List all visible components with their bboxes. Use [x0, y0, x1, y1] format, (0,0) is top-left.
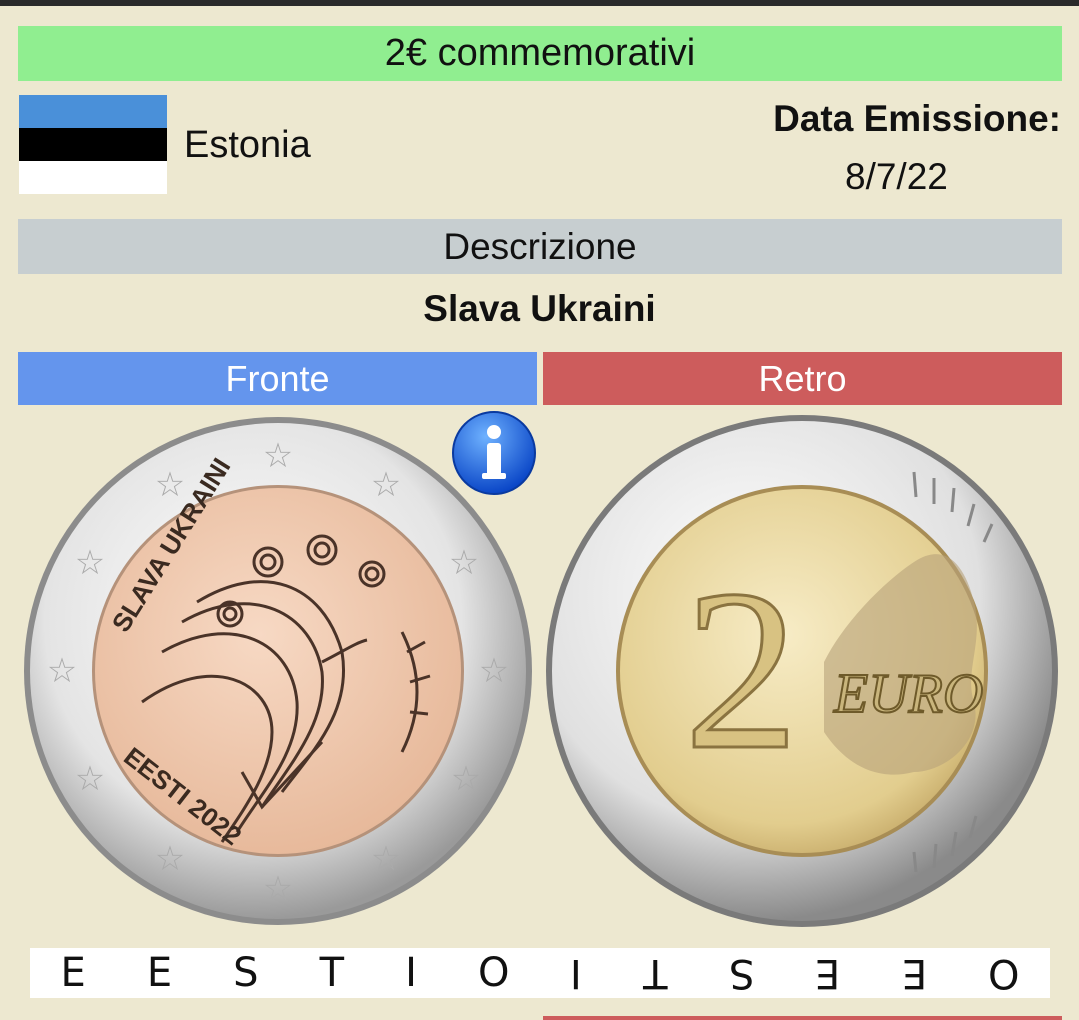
edge-letter: E — [815, 950, 841, 996]
back-value: 2 — [684, 542, 799, 797]
svg-text:☆: ☆ — [47, 652, 77, 690]
estonia-flag-icon — [19, 95, 167, 194]
issue-date-value: 8/7/22 — [845, 156, 948, 197]
svg-text:☆: ☆ — [371, 840, 401, 878]
edge-letter: O — [987, 950, 1020, 996]
svg-text:☆: ☆ — [479, 652, 509, 690]
svg-text:☆: ☆ — [75, 544, 105, 582]
svg-text:☆: ☆ — [155, 466, 185, 504]
svg-text:☆: ☆ — [155, 840, 185, 878]
front-coin-image[interactable]: ☆ ☆ ☆ ☆ ☆ ☆ ☆ ☆ ☆ ☆ ☆ ☆ SLAVA UKRAINI EE… — [22, 412, 534, 930]
tab-front[interactable]: Fronte — [18, 352, 537, 405]
svg-text:☆: ☆ — [449, 544, 479, 582]
svg-text:☆: ☆ — [451, 760, 481, 798]
svg-text:☆: ☆ — [371, 466, 401, 504]
edge-inscription-strip: E E S T I O I T S E E O — [30, 948, 1050, 998]
edge-letter: I — [570, 950, 583, 996]
page-title: 2€ commemorativi — [18, 26, 1062, 81]
window-top-bar — [0, 0, 1079, 6]
edge-letter: S — [233, 950, 259, 996]
svg-text:☆: ☆ — [263, 437, 293, 475]
issue-date-label: Data Emissione: — [773, 98, 1061, 139]
svg-text:☆: ☆ — [263, 870, 293, 908]
edge-letter: S — [728, 950, 755, 996]
description-text: Slava Ukraini — [423, 288, 656, 329]
description-header: Descrizione — [18, 219, 1062, 274]
info-icon[interactable] — [451, 410, 537, 496]
edge-letter: E — [901, 950, 927, 996]
back-coin-image[interactable]: 2 EURO — [544, 412, 1060, 930]
edge-letter: E — [146, 950, 173, 996]
back-currency: EURO — [833, 663, 983, 725]
edge-letter: O — [477, 950, 510, 996]
country-name: Estonia — [184, 124, 311, 166]
bottom-accent-bar — [543, 1016, 1062, 1020]
edge-letter: I — [405, 950, 417, 996]
edge-letter: T — [643, 950, 668, 996]
svg-text:☆: ☆ — [75, 760, 105, 798]
edge-letter: E — [60, 950, 86, 996]
tab-back[interactable]: Retro — [543, 352, 1062, 405]
edge-letter: T — [319, 950, 345, 996]
